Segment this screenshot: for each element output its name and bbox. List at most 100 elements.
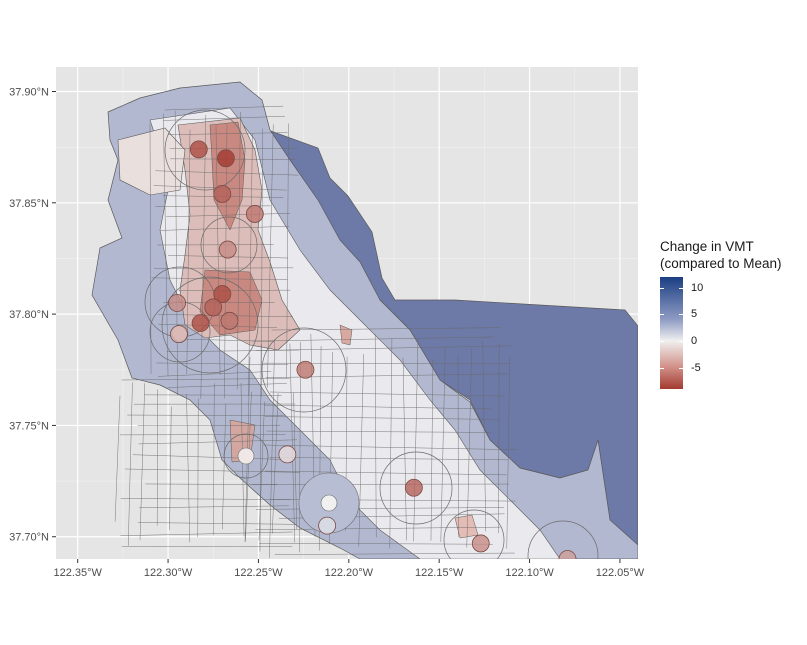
tract-line [138,505,289,509]
x-axis: 122.35°W 122.30°W 122.25°W 122.20°W 122.15°W… [53,559,645,579]
tract-line [482,341,486,532]
tract-line [248,133,253,396]
tract-line [374,334,377,538]
x-tick-label: 122.05°W [596,567,645,579]
tract-line [155,170,299,176]
transit-stations [168,140,577,559]
tract-line [156,362,289,366]
tract-line [145,483,278,485]
tract-line [264,416,499,420]
tract-line [265,470,507,476]
legend-tick-label: 10 [691,281,704,294]
legend-tick-mark [660,314,664,316]
station-circle-light [237,447,255,465]
legend-tick-label: 0 [691,335,698,347]
tract-line [272,393,279,534]
tract-line [440,346,446,542]
tract-boundaries [114,105,518,559]
tract-line [236,111,241,390]
transit-station-point [218,240,237,259]
transit-station-point [217,149,235,168]
legend-tick-mark [660,287,664,289]
tract-line [163,113,169,377]
tract-line [174,110,178,396]
tract-line [121,378,290,381]
transit-station-point [471,534,490,553]
tract-line [169,406,172,530]
y-tick-label: 37.75°N [9,420,49,432]
tract-line [466,348,472,548]
tract-line [255,345,511,351]
x-tick-label: 122.25°W [234,567,283,579]
tract-line [261,128,263,398]
legend-tick-mark [679,341,683,342]
tract-line [293,392,297,529]
light-red-east [339,324,353,346]
legend-tick-label: -5 [691,361,701,374]
x-tick-label: 122.30°W [144,567,193,579]
tract-line [186,393,191,543]
legend-colorbar: 10 5 0 -5 [660,277,782,389]
tract-line [413,338,419,542]
tract-line [263,404,491,410]
tract-line [166,213,291,218]
transit-station-point [170,325,188,344]
tract-line [266,430,491,433]
x-tick-label: 122.10°W [505,567,554,579]
transit-station-point [404,478,423,497]
tract-line [430,358,434,541]
tract-line [167,132,288,135]
tract-line [125,468,300,473]
tract-line [128,382,133,546]
tract-line [137,522,296,525]
tract-line [252,336,494,342]
transit-station-point [204,298,223,317]
transit-station-point [191,314,210,332]
tract-line [267,124,274,388]
tract-line [245,391,252,542]
legend-tick-mark [679,287,683,289]
transit-station-point [168,294,186,312]
tract-line [163,116,285,121]
transit-station-point [213,184,232,203]
tract-line [259,344,262,552]
tract-line [269,391,506,397]
tract-line [286,123,289,378]
y-tick-label: 37.85°N [9,198,49,210]
tract-line [269,339,275,559]
tract-line [157,371,272,377]
transit-station-point [245,205,264,223]
tract-line [114,395,121,522]
legend-tick-mark [660,367,664,369]
map-layer [91,81,638,559]
tract-line [160,226,290,231]
transit-station-point [278,445,297,464]
tract-line [269,457,509,461]
tract-line [402,357,407,541]
tract-line [498,343,500,534]
x-tick-label: 122.15°W [415,567,464,579]
tract-line [358,354,364,547]
tract-line [120,498,291,500]
transit-station-point [189,140,208,159]
y-tick-label: 37.90°N [9,86,49,98]
tract-line [263,444,518,450]
legend-title: Change in VMT (compared to Mean) [660,238,782,272]
tract-line [255,526,501,531]
transit-station-point [296,360,315,379]
y-axis: 37.90°N 37.85°N 37.80°N 37.75°N 37.70°N [9,86,56,544]
transit-station-point [558,550,577,559]
tract-line [167,383,287,388]
legend-tick-mark [660,341,664,342]
legend-title-line2: (compared to Mean) [660,256,782,271]
legend: Change in VMT (compared to Mean) 10 5 0 -5 [660,238,782,389]
tract-line [289,343,295,543]
tract-line [506,356,511,549]
station-circle-light [320,494,338,512]
tract-line [158,323,278,328]
light-red-west [117,127,186,196]
tract-line [299,342,301,553]
legend-tick-mark [679,367,683,369]
tract-line [256,507,505,510]
